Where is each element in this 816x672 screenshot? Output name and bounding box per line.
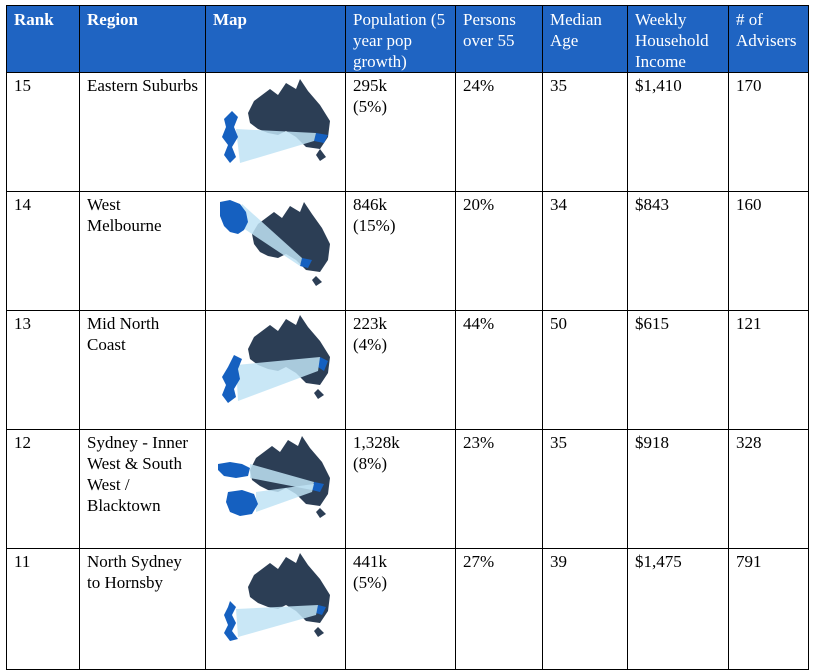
table-row: 11 North Sydney to Hornsby 441k (5%) 27%… — [6, 548, 809, 670]
rank-cell: 12 — [6, 429, 80, 549]
header-weekly-income: Weekly Household Income — [627, 5, 729, 73]
advisers-cell: 170 — [728, 72, 809, 192]
population-growth: (15%) — [353, 216, 396, 235]
region-cell: North Sydney to Hornsby — [79, 548, 206, 670]
population-growth: (4%) — [353, 335, 387, 354]
header-map: Map — [205, 5, 346, 73]
median-age-cell: 39 — [542, 548, 628, 670]
weekly-income-cell: $615 — [627, 310, 729, 430]
population-value: 441k — [353, 552, 387, 571]
population-cell: 295k (5%) — [345, 72, 456, 192]
map-cell — [205, 310, 346, 430]
median-age-cell: 35 — [542, 72, 628, 192]
population-value: 846k — [353, 195, 387, 214]
australia-map-icon — [220, 200, 330, 286]
advisers-cell: 328 — [728, 429, 809, 549]
australia-map-icon — [224, 553, 330, 641]
population-cell: 846k (15%) — [345, 191, 456, 311]
median-age-cell: 35 — [542, 429, 628, 549]
population-value: 1,328k — [353, 433, 400, 452]
persons-over-55-cell: 24% — [455, 72, 543, 192]
advisers-cell: 791 — [728, 548, 809, 670]
header-region: Region — [79, 5, 206, 73]
australia-map-icon — [222, 315, 330, 403]
population-value: 295k — [353, 76, 387, 95]
region-cell: Mid North Coast — [79, 310, 206, 430]
region-cell: Sydney - Inner West & South West / Black… — [79, 429, 206, 549]
persons-over-55-cell: 27% — [455, 548, 543, 670]
region-cell: West Melbourne — [79, 191, 206, 311]
region-ranking-table-frame: Rank Region Map Population (5 year pop g… — [6, 5, 809, 670]
weekly-income-cell: $1,475 — [627, 548, 729, 670]
header-population: Population (5 year pop growth) — [345, 5, 456, 73]
header-row: Rank Region Map Population (5 year pop g… — [6, 5, 809, 73]
header-rank: Rank — [6, 5, 80, 73]
median-age-cell: 34 — [542, 191, 628, 311]
population-growth: (5%) — [353, 573, 387, 592]
population-cell: 441k (5%) — [345, 548, 456, 670]
weekly-income-cell: $1,410 — [627, 72, 729, 192]
advisers-cell: 160 — [728, 191, 809, 311]
map-cell — [205, 191, 346, 311]
header-median-age: Median Age — [542, 5, 628, 73]
table-row: 15 Eastern Suburbs 295k (5%) 24% 35 $1,4… — [6, 72, 809, 192]
header-persons-over-55: Persons over 55 — [455, 5, 543, 73]
population-value: 223k — [353, 314, 387, 333]
australia-map-icon — [218, 436, 330, 518]
median-age-cell: 50 — [542, 310, 628, 430]
map-cell — [205, 72, 346, 192]
rank-cell: 14 — [6, 191, 80, 311]
population-growth: (8%) — [353, 454, 387, 473]
australia-map-icon — [222, 79, 330, 163]
region-cell: Eastern Suburbs — [79, 72, 206, 192]
weekly-income-cell: $918 — [627, 429, 729, 549]
header-advisers: # of Advisers — [728, 5, 809, 73]
table-row: 14 West Melbourne 846k (15%) 20% 34 $843… — [6, 191, 809, 311]
population-growth: (5%) — [353, 97, 387, 116]
advisers-cell: 121 — [728, 310, 809, 430]
region-ranking-table: Rank Region Map Population (5 year pop g… — [6, 5, 809, 670]
population-cell: 223k (4%) — [345, 310, 456, 430]
persons-over-55-cell: 23% — [455, 429, 543, 549]
map-cell — [205, 548, 346, 670]
rank-cell: 13 — [6, 310, 80, 430]
persons-over-55-cell: 44% — [455, 310, 543, 430]
rank-cell: 15 — [6, 72, 80, 192]
weekly-income-cell: $843 — [627, 191, 729, 311]
persons-over-55-cell: 20% — [455, 191, 543, 311]
rank-cell: 11 — [6, 548, 80, 670]
population-cell: 1,328k (8%) — [345, 429, 456, 549]
table-row: 13 Mid North Coast 223k (4%) 44% 50 $615… — [6, 310, 809, 430]
table-row: 12 Sydney - Inner West & South West / Bl… — [6, 429, 809, 549]
map-cell — [205, 429, 346, 549]
